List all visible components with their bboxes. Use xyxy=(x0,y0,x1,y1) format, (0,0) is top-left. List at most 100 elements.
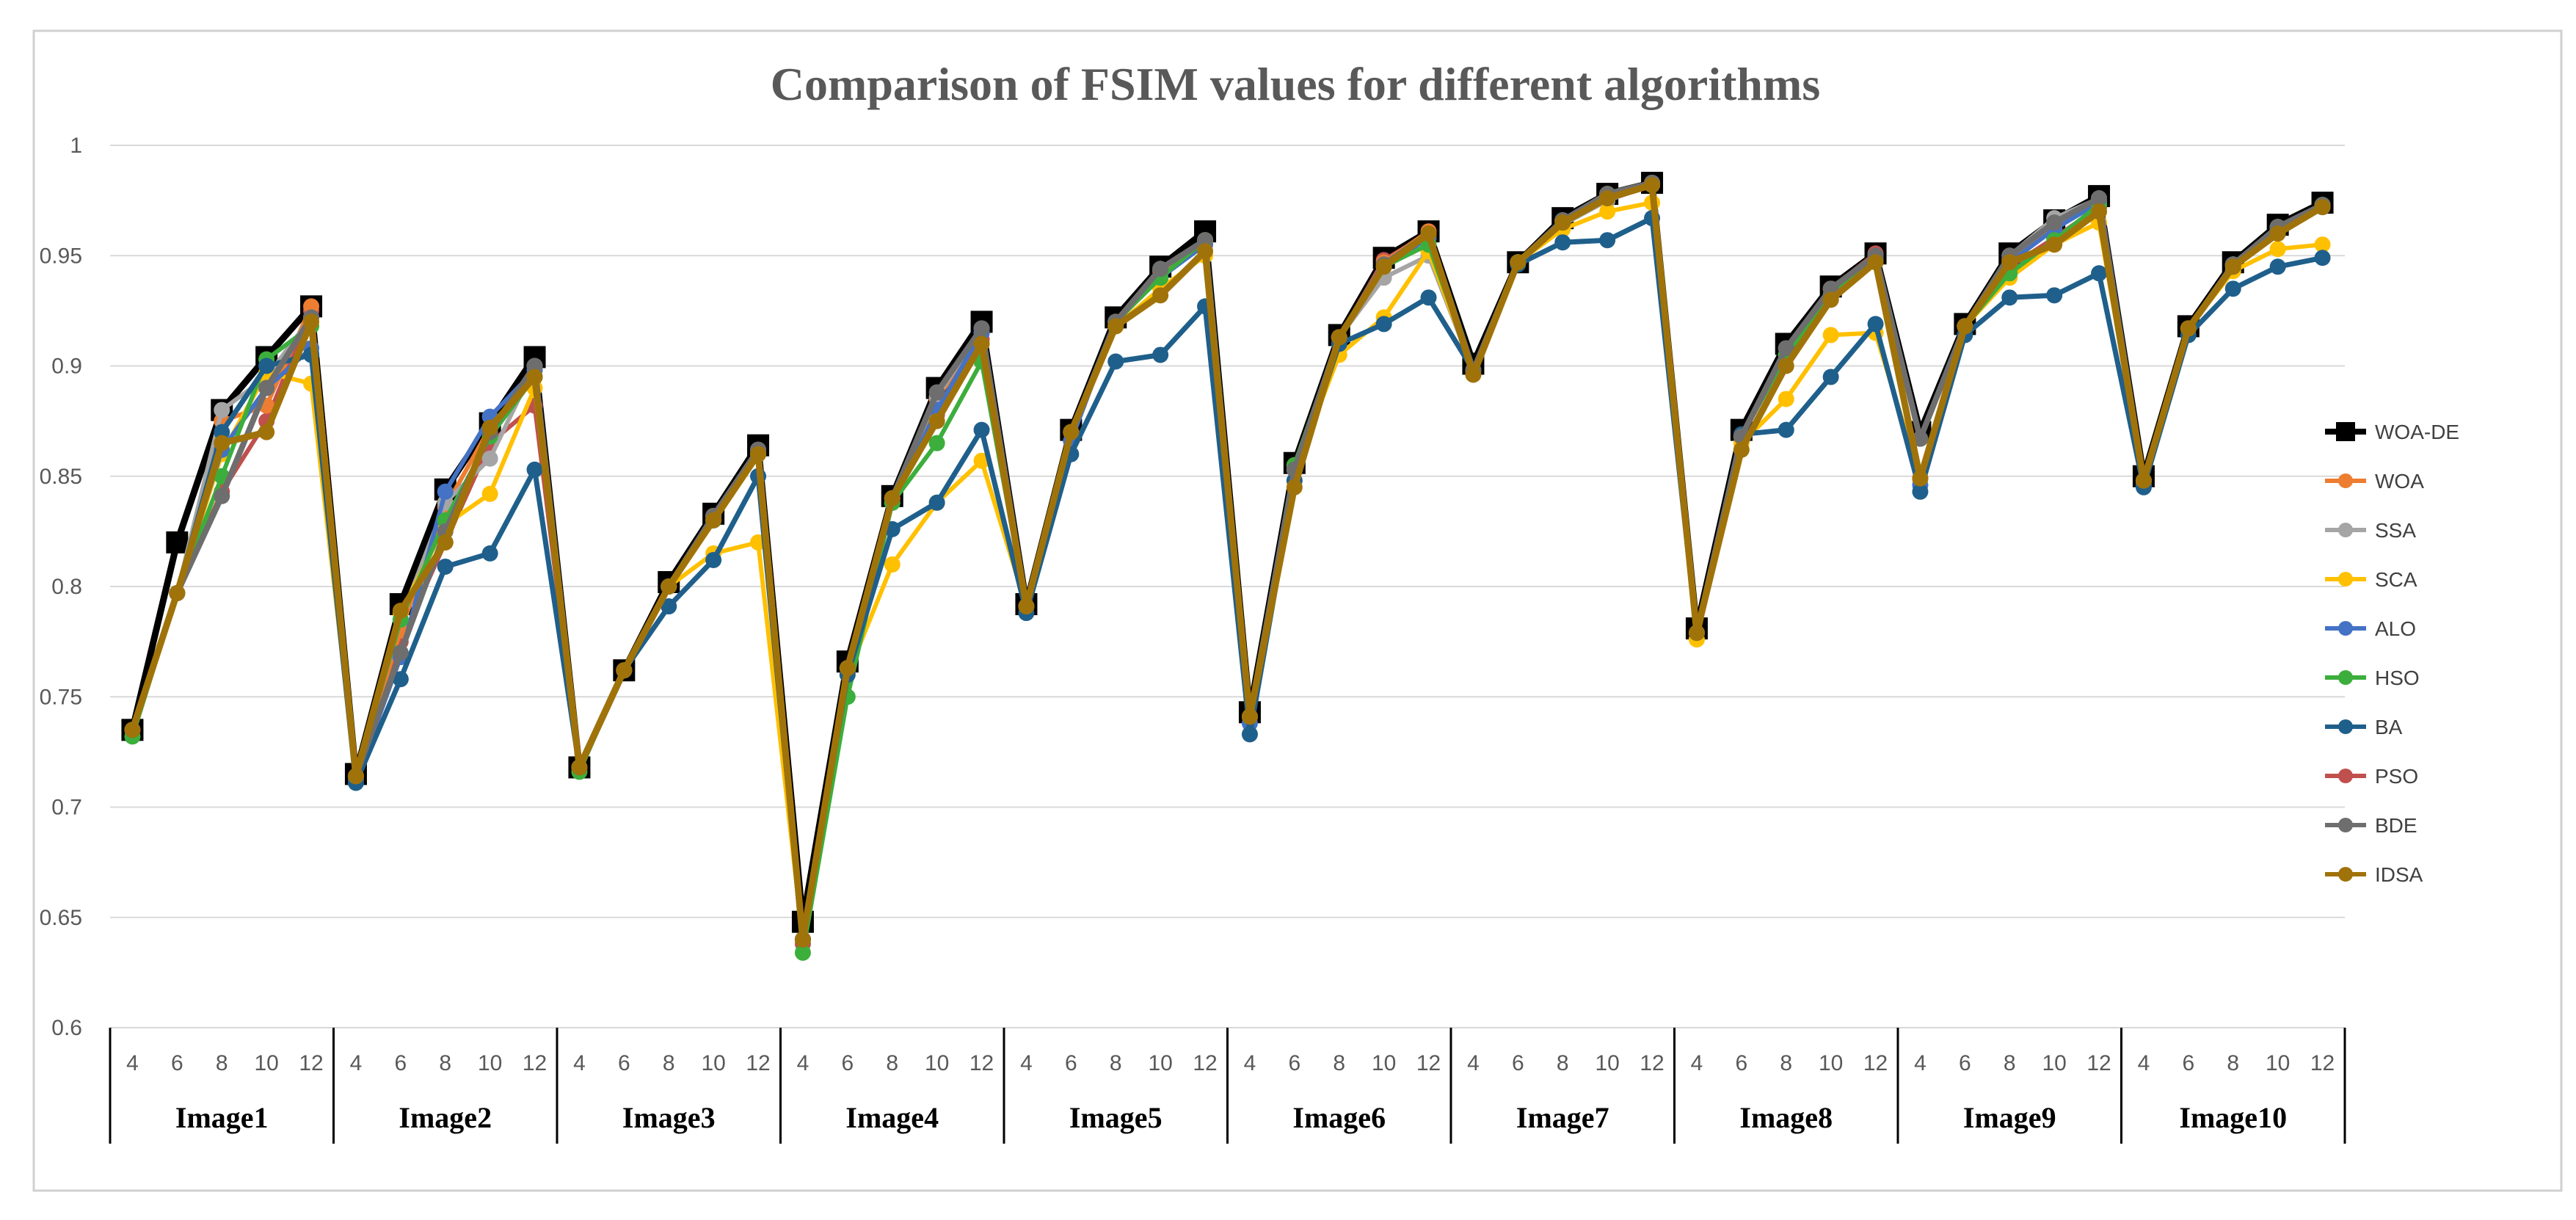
x-tick-label: 6 xyxy=(842,1051,854,1075)
legend-item-bde: BDE xyxy=(2325,814,2417,837)
data-point xyxy=(1599,190,1616,207)
legend-marker xyxy=(2338,867,2353,882)
y-tick-label: 0.95 xyxy=(40,244,82,268)
legend-label: ALO xyxy=(2375,617,2416,640)
data-point xyxy=(2314,199,2331,216)
legend-item-alo: ALO xyxy=(2325,617,2416,640)
x-tick-label: 12 xyxy=(523,1051,547,1075)
data-point xyxy=(1957,318,1973,335)
series-line-segment xyxy=(129,318,360,777)
x-tick-label: 10 xyxy=(2042,1051,2066,1075)
legend-label: SCA xyxy=(2375,568,2417,591)
data-point xyxy=(1107,353,1124,370)
legend-label: IDSA xyxy=(2375,863,2423,886)
data-point xyxy=(1912,470,1929,487)
data-point xyxy=(1063,424,1080,440)
y-axis-ticks: 0.6 0.65 0.7 0.75 0.8 0.85 0.9 0.95 1 xyxy=(40,134,82,1040)
data-point xyxy=(1241,726,1258,743)
x-tick-label: 8 xyxy=(886,1051,898,1075)
data-point xyxy=(1822,368,1839,385)
data-point xyxy=(437,534,454,551)
x-tick-label: 10 xyxy=(1819,1051,1843,1075)
x-tick-label: 10 xyxy=(1372,1051,1396,1075)
data-point xyxy=(705,512,722,529)
data-point xyxy=(973,320,990,337)
series-line-segment xyxy=(353,467,582,784)
data-point xyxy=(616,662,633,679)
data-point xyxy=(2001,254,2018,271)
legend-marker xyxy=(2338,769,2353,783)
legend-item-pso: PSO xyxy=(2325,765,2418,788)
x-tick-label: 12 xyxy=(969,1051,994,1075)
data-point xyxy=(258,357,275,374)
data-point xyxy=(1152,287,1169,304)
data-point xyxy=(1688,625,1705,642)
x-tick-label: 6 xyxy=(618,1051,630,1075)
data-point xyxy=(1420,289,1437,306)
data-point xyxy=(2046,214,2063,231)
data-point xyxy=(2269,258,2286,275)
data-point xyxy=(214,402,230,418)
legend-label: PSO xyxy=(2375,765,2418,788)
series-line-segment xyxy=(799,340,1030,940)
y-tick-label: 0.7 xyxy=(51,796,82,820)
legend-marker xyxy=(2338,523,2353,537)
data-point xyxy=(2224,258,2241,275)
legend-marker xyxy=(2338,572,2353,587)
data-point xyxy=(1778,391,1794,407)
x-tick-label: 8 xyxy=(1780,1051,1792,1075)
data-point xyxy=(1778,340,1794,357)
legend-item-idsa: IDSA xyxy=(2325,863,2423,886)
series-line-segment xyxy=(1693,258,1924,634)
data-point xyxy=(437,558,454,575)
x-tick-label: 4 xyxy=(126,1051,139,1075)
x-tick-label: 8 xyxy=(2227,1051,2239,1075)
data-point xyxy=(481,419,498,436)
data-point xyxy=(2091,203,2108,220)
group-label: Image6 xyxy=(1292,1101,1386,1134)
x-tick-label: 4 xyxy=(1244,1051,1256,1075)
x-tick-label: 4 xyxy=(1914,1051,1926,1075)
data-point xyxy=(1822,291,1839,308)
data-point xyxy=(2135,472,2152,489)
x-tick-label: 4 xyxy=(573,1051,586,1075)
x-tick-label: 6 xyxy=(395,1051,407,1075)
data-point xyxy=(2314,250,2331,266)
x-tick-label: 4 xyxy=(1691,1051,1703,1075)
data-point xyxy=(481,450,498,467)
x-tick-label: 12 xyxy=(1640,1051,1664,1075)
x-tick-label: 4 xyxy=(350,1051,363,1075)
series-line-segment xyxy=(576,451,807,940)
legend: WOA-DE WOA SSA SCA ALO HSO BA PSO BDE IDSA xyxy=(2325,421,2459,886)
x-tick-label: 4 xyxy=(2138,1051,2150,1075)
data-point xyxy=(1152,261,1169,277)
series-line-segment xyxy=(1023,247,1254,717)
data-point xyxy=(884,490,900,506)
legend-item-woa: WOA xyxy=(2325,470,2424,493)
data-point xyxy=(973,421,990,438)
data-point xyxy=(928,494,945,511)
data-point xyxy=(392,645,409,661)
data-point xyxy=(1867,254,1884,271)
data-point xyxy=(1822,327,1839,344)
y-tick-label: 0.75 xyxy=(40,685,82,709)
group-label: Image1 xyxy=(175,1101,269,1134)
data-point xyxy=(166,531,189,553)
legend-item-woa-de: WOA-DE xyxy=(2325,421,2459,443)
x-tick-label: 8 xyxy=(216,1051,228,1075)
data-point xyxy=(1375,258,1392,275)
legend-label: SSA xyxy=(2375,519,2416,542)
y-tick-label: 0.85 xyxy=(40,465,82,489)
data-point xyxy=(2224,280,2241,297)
group-label: Image4 xyxy=(845,1101,939,1134)
data-point xyxy=(526,368,543,385)
data-point xyxy=(1241,708,1258,725)
data-point xyxy=(347,768,364,785)
x-tick-label: 10 xyxy=(2266,1051,2290,1075)
data-point xyxy=(2269,225,2286,242)
group-label: Image2 xyxy=(399,1101,492,1134)
data-point xyxy=(2001,289,2018,306)
data-point xyxy=(1510,254,1527,271)
data-point xyxy=(794,931,811,948)
